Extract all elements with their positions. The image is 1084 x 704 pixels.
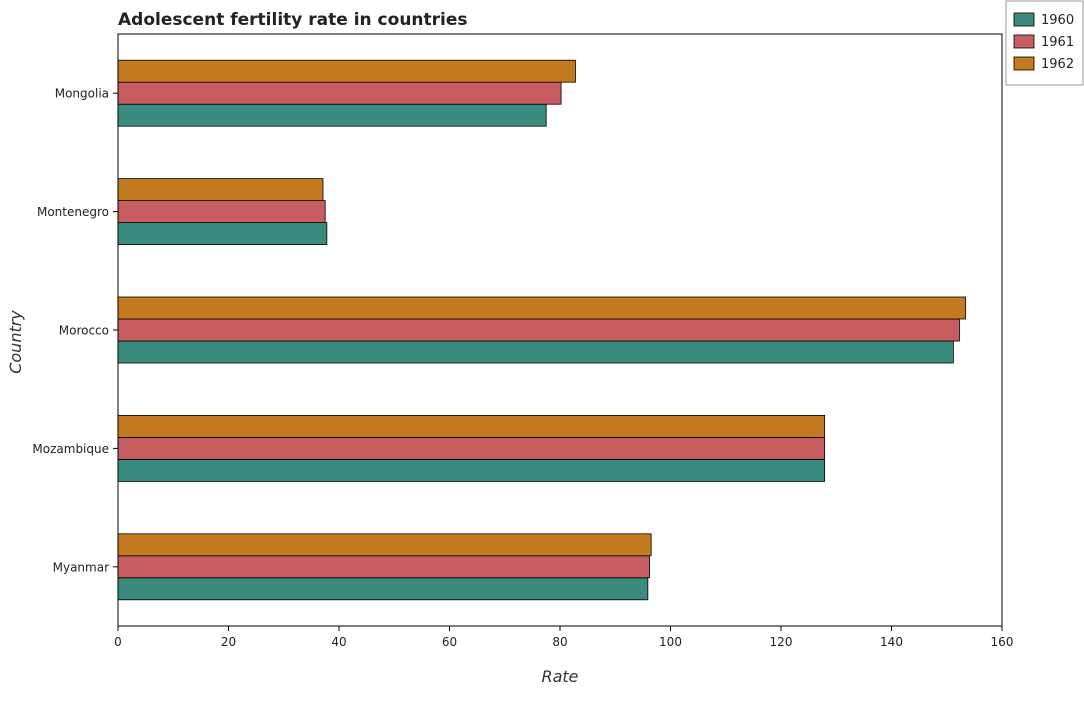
x-tick-label: 0 [114,635,122,649]
y-tick-label: Mongolia [55,87,109,101]
x-tick-label: 140 [880,635,903,649]
legend-swatch-1960 [1013,12,1035,27]
legend-label-1960: 1960 [1041,13,1074,28]
y-tick-label: Montenegro [37,205,109,219]
bar-myanmar-1961 [117,555,650,579]
bar-montenegro-1960 [117,222,328,246]
x-tick-label: 60 [442,635,457,649]
y-tick-label: Myanmar [53,560,109,574]
bar-montenegro-1961 [117,200,326,224]
bar-mozambique-1961 [117,436,826,460]
legend-swatch-1962 [1013,56,1035,71]
x-axis-label: Rate [541,667,578,686]
bar-morocco-1961 [117,318,960,342]
x-tick-label: 160 [991,635,1014,649]
bar-montenegro-1962 [117,178,324,202]
legend-label-1962: 1962 [1041,57,1074,72]
legend-swatch-1961 [1013,34,1035,49]
bar-mongolia-1961 [117,81,562,105]
bar-mozambique-1962 [117,414,826,438]
y-axis-label: Country [6,310,25,374]
x-tick-label: 120 [770,635,793,649]
plot-area: Mongolia Montenegro Morocco Mozambique Myanm… [32,33,1014,649]
legend: 1960 1961 1962 [1005,0,1084,86]
y-tick-label: Mozambique [32,442,109,456]
x-tick-label: 20 [221,635,236,649]
x-tick-label: 80 [552,635,567,649]
bar-morocco-1962 [117,296,966,320]
y-tick-label: Morocco [59,324,109,338]
bar-mongolia-1960 [117,103,547,127]
bar-myanmar-1960 [117,577,649,601]
bar-myanmar-1962 [117,533,652,557]
legend-label-1961: 1961 [1041,35,1074,50]
x-tick-label: 100 [659,635,682,649]
bar-mongolia-1962 [117,59,576,83]
bar-morocco-1960 [117,340,954,364]
x-tick-label: 40 [331,635,346,649]
bar-mozambique-1960 [117,458,826,482]
chart-title: Adolescent fertility rate in countries [118,10,468,30]
